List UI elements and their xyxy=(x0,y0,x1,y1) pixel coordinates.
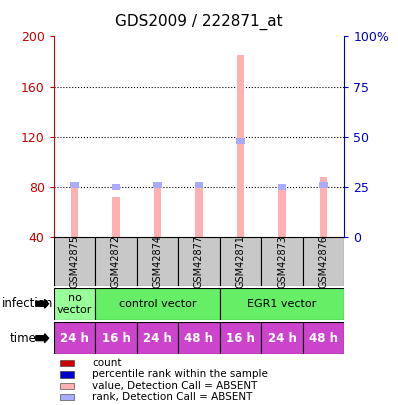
Text: 24 h: 24 h xyxy=(143,332,172,345)
Text: EGR1 vector: EGR1 vector xyxy=(248,299,317,309)
Text: GSM42874: GSM42874 xyxy=(152,235,162,288)
Bar xyxy=(112,184,120,190)
Text: value, Detection Call = ABSENT: value, Detection Call = ABSENT xyxy=(92,381,258,391)
Bar xyxy=(70,182,78,188)
Text: 48 h: 48 h xyxy=(309,332,338,345)
Text: percentile rank within the sample: percentile rank within the sample xyxy=(92,369,268,379)
Bar xyxy=(60,371,74,377)
Bar xyxy=(154,183,161,237)
Bar xyxy=(95,237,137,286)
Text: GSM42872: GSM42872 xyxy=(111,234,121,288)
Text: GSM42877: GSM42877 xyxy=(194,234,204,288)
Text: infection: infection xyxy=(2,297,53,310)
Text: count: count xyxy=(92,358,121,368)
Bar xyxy=(54,322,95,354)
Bar xyxy=(60,360,74,367)
Bar xyxy=(60,383,74,389)
Bar xyxy=(303,237,344,286)
Text: no
vector: no vector xyxy=(57,293,92,315)
Bar xyxy=(195,182,203,188)
Bar xyxy=(178,322,220,354)
Text: GSM42873: GSM42873 xyxy=(277,235,287,288)
Text: 48 h: 48 h xyxy=(185,332,213,345)
Text: GSM42876: GSM42876 xyxy=(318,235,328,288)
Bar xyxy=(112,197,120,237)
Bar xyxy=(137,322,178,354)
Bar xyxy=(95,322,137,354)
Text: 16 h: 16 h xyxy=(226,332,255,345)
Bar xyxy=(236,138,245,144)
Bar xyxy=(278,189,286,237)
Bar xyxy=(71,183,78,237)
Text: 24 h: 24 h xyxy=(60,332,89,345)
Bar xyxy=(303,322,344,354)
Bar xyxy=(237,55,244,237)
Bar xyxy=(261,322,303,354)
Bar xyxy=(178,237,220,286)
Bar xyxy=(220,322,261,354)
Bar xyxy=(54,288,95,320)
Bar xyxy=(261,237,303,286)
Bar xyxy=(60,394,74,400)
Text: GDS2009 / 222871_at: GDS2009 / 222871_at xyxy=(115,14,283,30)
Text: control vector: control vector xyxy=(119,299,196,309)
Bar xyxy=(320,177,327,237)
Bar xyxy=(220,288,344,320)
Text: GSM42875: GSM42875 xyxy=(70,234,80,288)
Bar xyxy=(95,288,220,320)
Bar xyxy=(137,237,178,286)
Bar xyxy=(153,182,162,188)
Text: GSM42871: GSM42871 xyxy=(236,235,246,288)
Text: 24 h: 24 h xyxy=(267,332,297,345)
Bar xyxy=(195,183,203,237)
Text: time: time xyxy=(10,332,37,345)
Bar xyxy=(320,182,328,188)
Text: 16 h: 16 h xyxy=(101,332,131,345)
Text: rank, Detection Call = ABSENT: rank, Detection Call = ABSENT xyxy=(92,392,252,402)
Bar xyxy=(220,237,261,286)
Bar xyxy=(278,184,286,190)
Bar xyxy=(54,237,95,286)
